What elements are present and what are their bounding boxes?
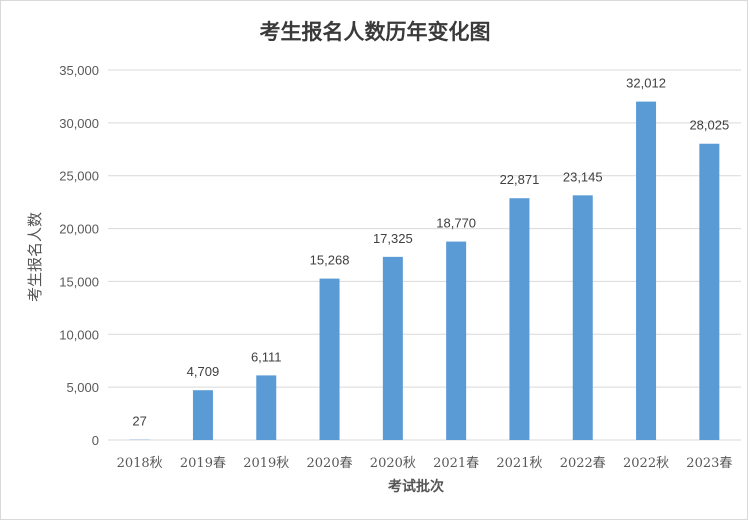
data-label: 15,268 — [310, 253, 350, 268]
x-tick-label: 2021秋 — [496, 456, 542, 471]
bar — [319, 278, 340, 440]
y-tick-label: 25,000 — [59, 169, 99, 184]
x-tick-label: 2021春 — [433, 456, 479, 471]
data-label: 32,012 — [626, 76, 666, 91]
data-label: 27 — [132, 414, 146, 429]
y-tick-label: 0 — [92, 433, 99, 448]
x-tick-label: 2019春 — [180, 456, 226, 471]
data-label: 23,145 — [563, 169, 603, 184]
x-tick-label: 2022春 — [560, 456, 606, 471]
data-labels: 27 4,709 6,111 15,268 17,325 18,770 22,871 23,1… — [132, 76, 729, 429]
bar — [192, 390, 213, 440]
y-tick-label: 5,000 — [66, 380, 99, 395]
x-tick-label: 2019秋 — [243, 456, 289, 471]
bar — [636, 101, 657, 440]
y-tick-label: 35,000 — [59, 63, 99, 78]
x-tick-label: 2022秋 — [623, 456, 669, 471]
x-axis-title: 考试批次 — [388, 478, 444, 495]
bars — [129, 101, 720, 440]
y-tick-label: 15,000 — [59, 274, 99, 289]
bar — [509, 198, 530, 440]
data-label: 4,709 — [187, 364, 220, 379]
data-label: 18,770 — [436, 216, 476, 231]
y-axis-title: 考生报名人数 — [26, 212, 44, 302]
x-tick-label: 2020春 — [307, 456, 353, 471]
chart-title: 考生报名人数历年变化图 — [260, 19, 491, 44]
data-label: 17,325 — [373, 231, 413, 246]
x-tick-label: 2020秋 — [370, 456, 416, 471]
data-label: 6,111 — [251, 349, 282, 364]
data-label: 28,025 — [689, 118, 729, 133]
bar — [382, 256, 403, 440]
y-axis-ticks: 0 5,000 10,000 15,000 20,000 25,000 30,000 35,0… — [59, 63, 99, 448]
x-tick-label: 2018秋 — [117, 456, 163, 471]
y-tick-label: 20,000 — [59, 222, 99, 237]
bar — [572, 195, 593, 440]
x-tick-label: 2023春 — [686, 456, 732, 471]
bar — [699, 143, 720, 440]
y-tick-label: 30,000 — [59, 116, 99, 131]
y-tick-label: 10,000 — [59, 327, 99, 342]
bar — [446, 241, 467, 440]
data-label: 22,871 — [500, 172, 540, 187]
gridlines — [108, 69, 741, 441]
x-axis-ticks: 2018秋 2019春 2019秋 2020春 2020秋 2021春 2021秋 2022春… — [117, 456, 733, 471]
bar — [256, 375, 277, 440]
